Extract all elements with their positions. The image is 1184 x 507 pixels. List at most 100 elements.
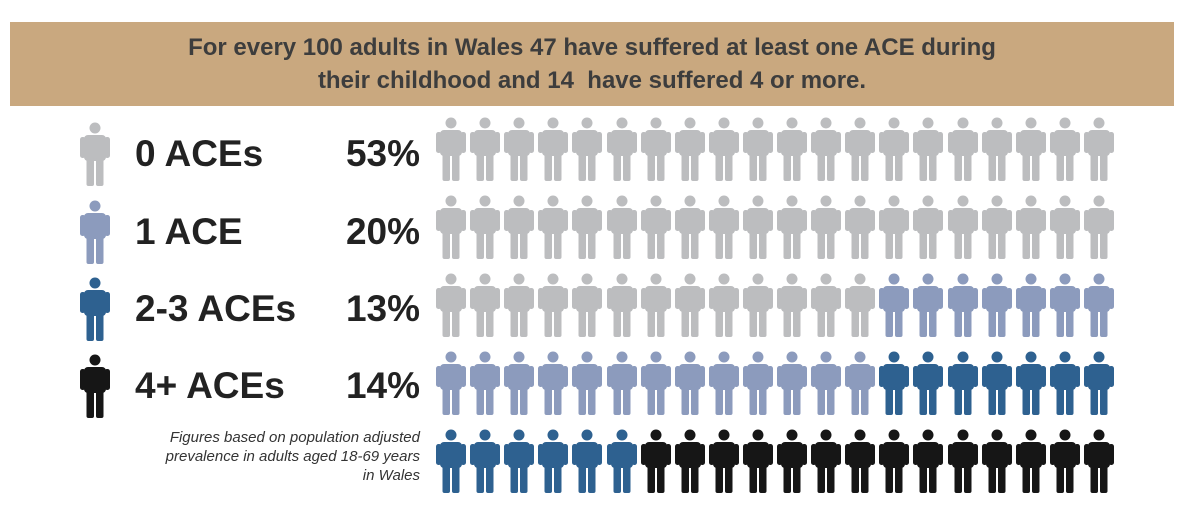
person-icon [640, 351, 671, 415]
person-icon [777, 273, 807, 337]
legend-percentage: 53% [345, 133, 420, 174]
person-icon [436, 351, 466, 415]
person-icon [708, 273, 739, 337]
person-icon [777, 195, 807, 259]
legend-percentage: 13% [345, 288, 420, 329]
person-icon [606, 351, 637, 415]
person-icon [1083, 273, 1114, 337]
person-icon [572, 273, 603, 337]
footnote: Figures based on population adjusted pre… [40, 428, 420, 485]
person-icon [470, 117, 501, 181]
person-icon [1083, 117, 1114, 181]
person-icon [606, 429, 637, 493]
person-icon [879, 351, 910, 415]
person-icon [1049, 117, 1080, 181]
person-icon [504, 351, 535, 415]
person-icon [606, 273, 637, 337]
person-icon [640, 117, 671, 181]
person-icon [947, 195, 978, 259]
person-icon [879, 195, 910, 259]
legend-percentage: 20% [345, 211, 420, 252]
person-icon [708, 117, 739, 181]
person-icon [572, 195, 603, 259]
person-icon [811, 273, 842, 337]
title-banner: For every 100 adults in Wales 47 have su… [10, 22, 1174, 106]
person-icon [470, 195, 501, 259]
person-icon [981, 429, 1012, 493]
banner-line-1: For every 100 adults in Wales 47 have su… [188, 34, 996, 61]
person-icon [845, 117, 876, 181]
footnote-line: prevalence in adults aged 18-69 years [165, 448, 420, 465]
person-icon [1015, 117, 1046, 181]
legend-percentage: 14% [345, 365, 420, 406]
person-icon [742, 351, 773, 415]
person-icon [1083, 429, 1114, 493]
person-icon [640, 273, 671, 337]
person-icon [845, 429, 876, 493]
person-icon [606, 195, 637, 259]
person-icon [1015, 429, 1046, 493]
person-icon [879, 117, 910, 181]
person-icon [80, 354, 110, 418]
person-icon [436, 117, 466, 181]
person-icon [981, 273, 1012, 337]
person-icon [1015, 195, 1046, 259]
person-icon [913, 429, 944, 493]
person-icon [913, 351, 944, 415]
person-icon [1049, 351, 1080, 415]
person-icon [708, 429, 739, 493]
person-icon [981, 117, 1012, 181]
person-icon [674, 273, 705, 337]
person-icon [1049, 273, 1080, 337]
person-icon [640, 195, 671, 259]
person-icon [981, 195, 1012, 259]
person-icon [742, 429, 773, 493]
legend-label: 0 ACEs [135, 133, 264, 174]
person-icon [80, 200, 110, 264]
person-icon [436, 273, 466, 337]
person-icon [742, 195, 773, 259]
legend-label: 4+ ACEs [135, 365, 285, 406]
person-icon [538, 117, 569, 181]
person-icon [777, 117, 807, 181]
person-icon [504, 117, 535, 181]
person-icon [845, 273, 876, 337]
person-icon [742, 273, 773, 337]
person-icon [1083, 195, 1114, 259]
person-icon [572, 351, 603, 415]
person-icon [742, 117, 773, 181]
person-icon [811, 429, 842, 493]
legend-label: 2-3 ACEs [135, 288, 297, 329]
person-icon [538, 351, 569, 415]
pictogram-grid [436, 116, 1114, 501]
person-icon [708, 195, 739, 259]
person-icon [947, 117, 978, 181]
person-icon [572, 429, 603, 493]
banner-line-2: their childhood and 14 have suffered 4 o… [317, 67, 867, 94]
person-icon [470, 429, 501, 493]
person-icon [538, 429, 569, 493]
person-icon [538, 195, 569, 259]
person-icon [879, 429, 910, 493]
person-icon [913, 117, 944, 181]
person-icon [1015, 273, 1046, 337]
person-icon [674, 117, 705, 181]
person-icon [811, 195, 842, 259]
person-icon [879, 273, 910, 337]
person-icon [1083, 351, 1114, 415]
person-icon [913, 195, 944, 259]
footnote-line: Figures based on population adjusted [169, 429, 420, 446]
person-icon [504, 273, 535, 337]
person-icon [777, 351, 807, 415]
person-icon [504, 429, 535, 493]
person-icon [981, 351, 1012, 415]
person-icon [674, 195, 705, 259]
person-icon [640, 429, 671, 493]
person-icon [845, 351, 876, 415]
person-icon [538, 273, 569, 337]
footnote-line: in Wales [362, 467, 420, 484]
person-icon [470, 273, 501, 337]
person-icon [674, 429, 705, 493]
top-strip [0, 0, 1184, 22]
person-icon [1049, 195, 1080, 259]
